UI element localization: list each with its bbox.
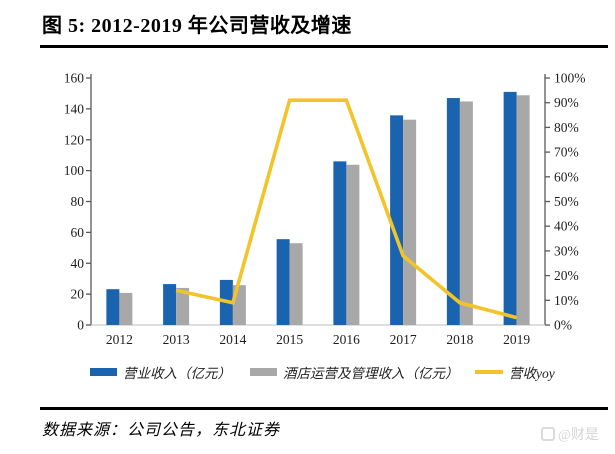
left-axis-tick-label: 0 [77, 318, 84, 333]
title-divider-rule [40, 45, 608, 48]
bar-operating-revenue-2015 [276, 239, 290, 325]
footer-divider-rule [40, 407, 608, 410]
left-axis-tick-label: 100 [64, 163, 85, 178]
right-axis-tick-label: 70% [554, 145, 579, 160]
right-axis-tick-label: 20% [554, 268, 579, 283]
x-axis-label: 2014 [219, 332, 246, 347]
bar-operating-revenue-2019 [503, 91, 517, 325]
watermark: @财是 [541, 424, 599, 444]
right-axis-tick-label: 10% [554, 293, 579, 308]
figure-title: 图 5: 2012-2019 年公司营收及增速 [42, 15, 352, 37]
x-axis-label: 2015 [276, 332, 303, 347]
watermark-logo-icon [541, 427, 555, 441]
bar-hotel-revenue-2016 [346, 164, 360, 325]
bar-hotel-revenue-2015 [289, 243, 303, 325]
right-axis-tick-label: 0% [554, 318, 572, 333]
left-axis-tick-label: 140 [64, 101, 85, 116]
right-axis-tick-label: 30% [554, 243, 579, 258]
left-axis-tick-label: 160 [64, 71, 85, 86]
x-axis-label: 2019 [503, 332, 530, 347]
bar-operating-revenue-2016 [333, 161, 347, 325]
bar-operating-revenue-2012 [106, 289, 120, 325]
right-axis-tick-label: 100% [554, 71, 586, 86]
right-axis-tick-label: 40% [554, 219, 579, 234]
right-axis-tick-label: 60% [554, 169, 579, 184]
left-axis-tick-label: 60 [71, 225, 85, 240]
bar-hotel-revenue-2012 [119, 292, 133, 325]
legend-swatch-blue-bar [90, 368, 117, 376]
legend-item-operating-revenue: 营业收入（亿元） [90, 364, 231, 381]
left-axis-tick-label: 120 [64, 132, 85, 147]
legend-swatch-gray-bar [250, 368, 277, 376]
legend-label-hotel-revenue: 酒店运营及管理收入（亿元） [283, 366, 459, 381]
left-axis-tick-label: 20 [71, 287, 85, 302]
legend-label-yoy: 营收yoy [509, 366, 555, 381]
bar-hotel-revenue-2017 [403, 119, 417, 326]
bar-operating-revenue-2017 [390, 115, 404, 325]
left-axis-tick-label: 80 [71, 194, 85, 209]
right-axis-tick-label: 50% [554, 194, 579, 209]
left-axis-tick-label: 40 [71, 256, 85, 271]
legend-item-hotel-revenue: 酒店运营及管理收入（亿元） [250, 364, 459, 381]
legend-label-operating-revenue: 营业收入（亿元） [123, 366, 231, 381]
bar-hotel-revenue-2018 [459, 101, 473, 325]
data-source-text: 数据来源：公司公告，东北证券 [42, 422, 281, 439]
right-axis-tick-label: 90% [554, 95, 579, 110]
bar-hotel-revenue-2013 [176, 287, 190, 325]
x-axis-label: 2013 [163, 332, 190, 347]
x-axis-label: 2016 [333, 332, 360, 347]
legend-swatch-yellow-line [475, 370, 503, 374]
x-axis-label: 2017 [390, 332, 417, 347]
bar-operating-revenue-2018 [446, 98, 460, 325]
legend-item-yoy: 营收yoy [475, 364, 555, 381]
bar-hotel-revenue-2019 [516, 95, 530, 325]
yoy-growth-line [175, 98, 518, 320]
watermark-text: @财是 [558, 428, 599, 443]
x-axis-label: 2018 [446, 332, 473, 347]
bar-operating-revenue-2013 [163, 284, 177, 325]
x-axis-label: 2012 [106, 332, 133, 347]
right-axis-tick-label: 80% [554, 120, 579, 135]
